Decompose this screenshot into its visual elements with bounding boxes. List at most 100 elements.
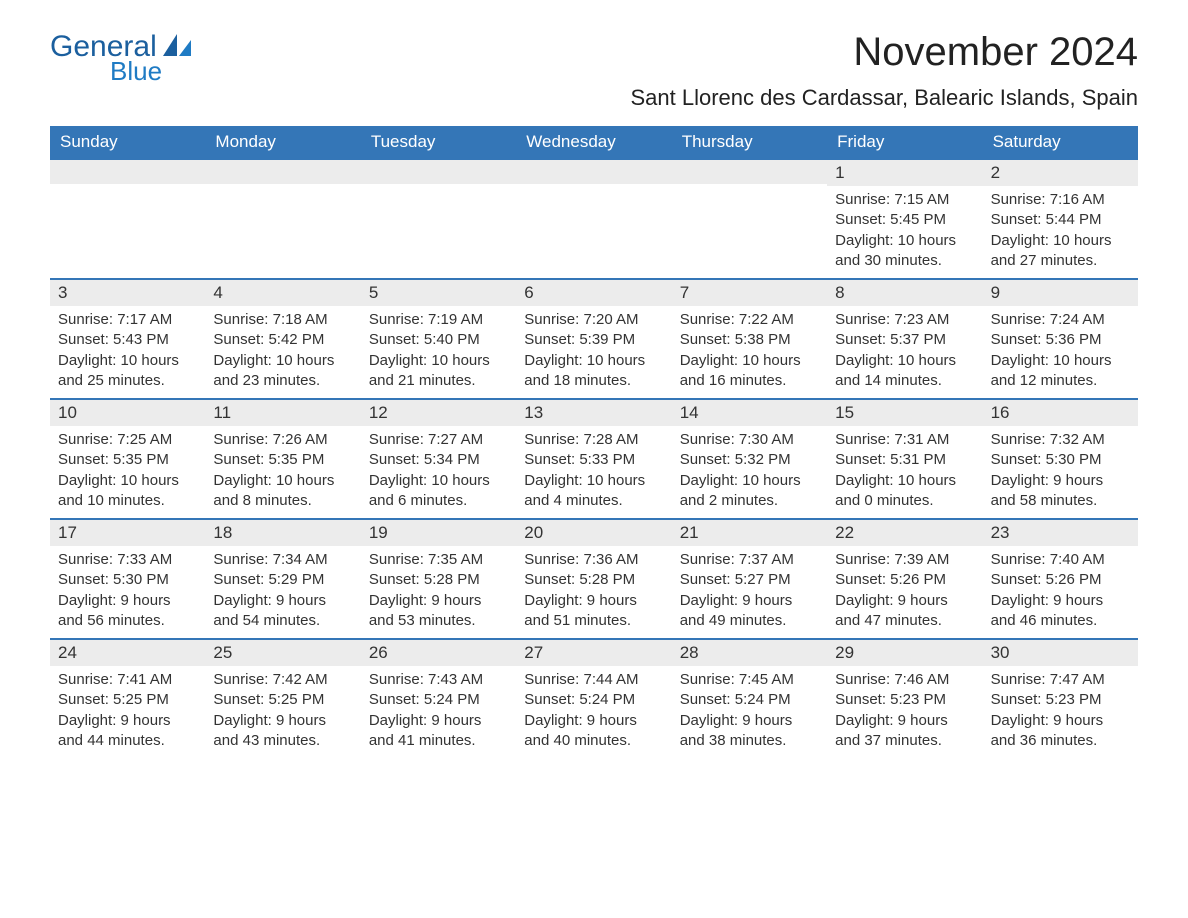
day-cell: 26Sunrise: 7:43 AMSunset: 5:24 PMDayligh… xyxy=(361,640,516,758)
day-sunrise: Sunrise: 7:17 AM xyxy=(58,310,197,330)
day-info: Sunrise: 7:19 AMSunset: 5:40 PMDaylight:… xyxy=(361,306,516,395)
day-daylight1: Daylight: 9 hours xyxy=(991,591,1130,611)
location-subtitle: Sant Llorenc des Cardassar, Balearic Isl… xyxy=(630,85,1138,111)
day-info: Sunrise: 7:45 AMSunset: 5:24 PMDaylight:… xyxy=(672,666,827,755)
day-sunrise: Sunrise: 7:27 AM xyxy=(369,430,508,450)
day-sunrise: Sunrise: 7:30 AM xyxy=(680,430,819,450)
day-daylight1: Daylight: 9 hours xyxy=(213,591,352,611)
day-number xyxy=(50,160,205,184)
day-sunrise: Sunrise: 7:45 AM xyxy=(680,670,819,690)
day-sunset: Sunset: 5:43 PM xyxy=(58,330,197,350)
day-cell: 6Sunrise: 7:20 AMSunset: 5:39 PMDaylight… xyxy=(516,280,671,398)
day-number: 18 xyxy=(205,520,360,546)
day-daylight1: Daylight: 9 hours xyxy=(680,711,819,731)
day-sunset: Sunset: 5:33 PM xyxy=(524,450,663,470)
day-sunrise: Sunrise: 7:24 AM xyxy=(991,310,1130,330)
day-sunset: Sunset: 5:38 PM xyxy=(680,330,819,350)
day-number: 13 xyxy=(516,400,671,426)
day-number: 16 xyxy=(983,400,1138,426)
day-sunrise: Sunrise: 7:15 AM xyxy=(835,190,974,210)
dayname-sunday: Sunday xyxy=(50,126,205,158)
day-number: 26 xyxy=(361,640,516,666)
day-cell xyxy=(516,160,671,278)
day-info: Sunrise: 7:41 AMSunset: 5:25 PMDaylight:… xyxy=(50,666,205,755)
day-daylight2: and 2 minutes. xyxy=(680,491,819,511)
day-sunset: Sunset: 5:37 PM xyxy=(835,330,974,350)
day-info: Sunrise: 7:28 AMSunset: 5:33 PMDaylight:… xyxy=(516,426,671,515)
day-cell: 16Sunrise: 7:32 AMSunset: 5:30 PMDayligh… xyxy=(983,400,1138,518)
day-number xyxy=(516,160,671,184)
day-daylight2: and 53 minutes. xyxy=(369,611,508,631)
day-sunrise: Sunrise: 7:33 AM xyxy=(58,550,197,570)
day-cell: 17Sunrise: 7:33 AMSunset: 5:30 PMDayligh… xyxy=(50,520,205,638)
day-number xyxy=(672,160,827,184)
day-sunset: Sunset: 5:35 PM xyxy=(58,450,197,470)
day-number: 1 xyxy=(827,160,982,186)
day-number: 5 xyxy=(361,280,516,306)
day-daylight2: and 30 minutes. xyxy=(835,251,974,271)
day-cell: 11Sunrise: 7:26 AMSunset: 5:35 PMDayligh… xyxy=(205,400,360,518)
day-sunset: Sunset: 5:29 PM xyxy=(213,570,352,590)
day-info: Sunrise: 7:16 AMSunset: 5:44 PMDaylight:… xyxy=(983,186,1138,275)
day-sunrise: Sunrise: 7:18 AM xyxy=(213,310,352,330)
day-daylight2: and 6 minutes. xyxy=(369,491,508,511)
day-info: Sunrise: 7:31 AMSunset: 5:31 PMDaylight:… xyxy=(827,426,982,515)
day-sunset: Sunset: 5:34 PM xyxy=(369,450,508,470)
day-number: 9 xyxy=(983,280,1138,306)
day-cell: 5Sunrise: 7:19 AMSunset: 5:40 PMDaylight… xyxy=(361,280,516,398)
day-cell xyxy=(672,160,827,278)
day-number: 22 xyxy=(827,520,982,546)
day-number: 6 xyxy=(516,280,671,306)
day-number: 29 xyxy=(827,640,982,666)
day-info: Sunrise: 7:33 AMSunset: 5:30 PMDaylight:… xyxy=(50,546,205,635)
day-sunrise: Sunrise: 7:47 AM xyxy=(991,670,1130,690)
day-daylight1: Daylight: 10 hours xyxy=(991,231,1130,251)
day-sunset: Sunset: 5:40 PM xyxy=(369,330,508,350)
day-cell: 3Sunrise: 7:17 AMSunset: 5:43 PMDaylight… xyxy=(50,280,205,398)
day-sunrise: Sunrise: 7:35 AM xyxy=(369,550,508,570)
day-daylight2: and 44 minutes. xyxy=(58,731,197,751)
week-row: 3Sunrise: 7:17 AMSunset: 5:43 PMDaylight… xyxy=(50,278,1138,398)
day-daylight1: Daylight: 9 hours xyxy=(369,591,508,611)
day-info: Sunrise: 7:43 AMSunset: 5:24 PMDaylight:… xyxy=(361,666,516,755)
day-cell: 27Sunrise: 7:44 AMSunset: 5:24 PMDayligh… xyxy=(516,640,671,758)
day-cell: 14Sunrise: 7:30 AMSunset: 5:32 PMDayligh… xyxy=(672,400,827,518)
dayname-friday: Friday xyxy=(827,126,982,158)
day-cell: 19Sunrise: 7:35 AMSunset: 5:28 PMDayligh… xyxy=(361,520,516,638)
day-sunrise: Sunrise: 7:34 AM xyxy=(213,550,352,570)
day-number: 11 xyxy=(205,400,360,426)
day-daylight1: Daylight: 10 hours xyxy=(369,471,508,491)
day-info: Sunrise: 7:40 AMSunset: 5:26 PMDaylight:… xyxy=(983,546,1138,635)
dayname-saturday: Saturday xyxy=(983,126,1138,158)
day-number xyxy=(361,160,516,184)
day-daylight2: and 54 minutes. xyxy=(213,611,352,631)
day-sunset: Sunset: 5:24 PM xyxy=(369,690,508,710)
day-sunset: Sunset: 5:39 PM xyxy=(524,330,663,350)
weeks-container: 1Sunrise: 7:15 AMSunset: 5:45 PMDaylight… xyxy=(50,158,1138,758)
day-cell: 15Sunrise: 7:31 AMSunset: 5:31 PMDayligh… xyxy=(827,400,982,518)
day-daylight1: Daylight: 10 hours xyxy=(58,351,197,371)
day-sunset: Sunset: 5:25 PM xyxy=(213,690,352,710)
day-daylight1: Daylight: 10 hours xyxy=(524,351,663,371)
day-info: Sunrise: 7:39 AMSunset: 5:26 PMDaylight:… xyxy=(827,546,982,635)
day-daylight1: Daylight: 10 hours xyxy=(835,471,974,491)
brand-logo: General Blue xyxy=(50,30,191,87)
day-sunrise: Sunrise: 7:25 AM xyxy=(58,430,197,450)
day-sunset: Sunset: 5:28 PM xyxy=(369,570,508,590)
day-cell: 20Sunrise: 7:36 AMSunset: 5:28 PMDayligh… xyxy=(516,520,671,638)
day-sunrise: Sunrise: 7:16 AM xyxy=(991,190,1130,210)
day-number: 30 xyxy=(983,640,1138,666)
day-daylight1: Daylight: 9 hours xyxy=(835,711,974,731)
day-daylight2: and 25 minutes. xyxy=(58,371,197,391)
day-info: Sunrise: 7:42 AMSunset: 5:25 PMDaylight:… xyxy=(205,666,360,755)
day-sunset: Sunset: 5:35 PM xyxy=(213,450,352,470)
day-sunset: Sunset: 5:24 PM xyxy=(524,690,663,710)
day-cell: 10Sunrise: 7:25 AMSunset: 5:35 PMDayligh… xyxy=(50,400,205,518)
day-daylight1: Daylight: 9 hours xyxy=(524,711,663,731)
day-sunrise: Sunrise: 7:44 AM xyxy=(524,670,663,690)
day-daylight1: Daylight: 9 hours xyxy=(58,591,197,611)
day-sunrise: Sunrise: 7:22 AM xyxy=(680,310,819,330)
day-daylight2: and 40 minutes. xyxy=(524,731,663,751)
day-sunset: Sunset: 5:36 PM xyxy=(991,330,1130,350)
day-daylight1: Daylight: 9 hours xyxy=(213,711,352,731)
